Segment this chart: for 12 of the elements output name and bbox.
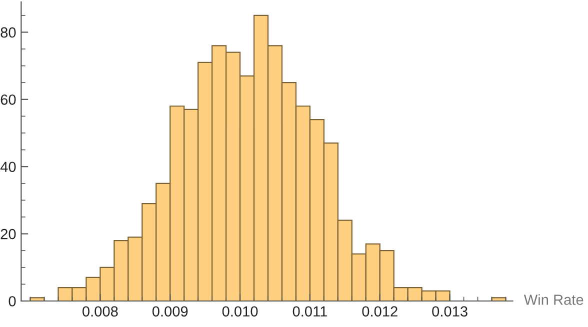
y-tick-label: 80 [0, 27, 16, 38]
y-tick-label: 40 [0, 162, 16, 172]
x-tick-label: 0.009 [152, 306, 188, 317]
y-tick-label: 0 [8, 296, 16, 306]
x-tick-label: 0.013 [432, 306, 468, 317]
y-tick-label: 20 [0, 228, 16, 240]
x-tick-label: 0.011 [292, 306, 327, 317]
x-tick-label: 0.012 [362, 306, 398, 317]
x-tick-label: 0.010 [222, 306, 258, 317]
y-tick-label: 60 [0, 94, 16, 105]
x-axis-title: Win Rate [524, 294, 584, 305]
x-tick-label: 0.008 [82, 306, 118, 317]
